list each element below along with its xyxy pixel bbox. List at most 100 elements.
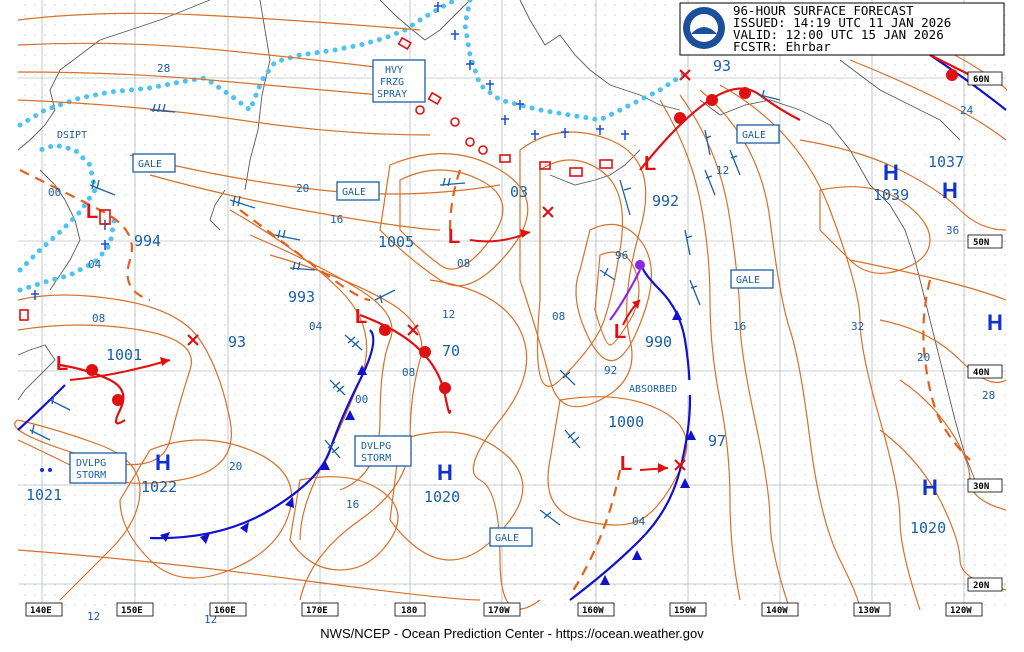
dissipating-label: DSIPT (57, 130, 87, 141)
svg-text:150W: 150W (674, 606, 696, 616)
low-pressure-value: 990 (645, 333, 672, 351)
low-pressure-value: 1000 (608, 413, 644, 431)
high-marker-dot (40, 468, 44, 472)
svg-text:GALE: GALE (742, 130, 766, 141)
low-pressure-value: 993 (288, 288, 315, 306)
high-marker-dot (48, 468, 52, 472)
svg-text:32: 32 (851, 320, 864, 333)
svg-text:HVY: HVY (385, 65, 403, 76)
latitude-labels: 60N 50N 40N 30N 20N (967, 71, 1003, 592)
header-forecaster: FCSTR: Ehrbar (733, 39, 831, 54)
svg-text:140W: 140W (766, 606, 788, 616)
svg-text:20: 20 (229, 460, 242, 473)
svg-text:DVLPG: DVLPG (361, 441, 391, 452)
svg-text:04: 04 (632, 515, 646, 528)
svg-text:28: 28 (982, 389, 995, 402)
svg-text:160W: 160W (582, 606, 604, 616)
svg-text:00: 00 (48, 186, 61, 199)
forecast-header: 96-HOUR SURFACE FORECAST ISSUED: 14:19 U… (679, 2, 1005, 56)
svg-text:120W: 120W (950, 606, 972, 616)
svg-text:16: 16 (733, 320, 746, 333)
wind-barbs (29, 89, 781, 526)
svg-text:08: 08 (552, 310, 565, 323)
high-pressure-value: 1020 (910, 519, 946, 537)
svg-text:28: 28 (157, 62, 170, 75)
high-symbol: H (437, 460, 453, 485)
svg-text:DVLPG: DVLPG (76, 458, 106, 469)
developing-storm-label: DVLPG STORM (69, 452, 127, 484)
svg-text:08: 08 (402, 366, 415, 379)
svg-text:40N: 40N (973, 368, 989, 378)
gale-label: GALE (132, 153, 176, 173)
high-symbol: H (883, 160, 899, 185)
svg-text:180: 180 (401, 606, 417, 616)
low-symbol: L (86, 201, 98, 223)
svg-text:170E: 170E (306, 606, 328, 616)
svg-text:16: 16 (346, 498, 359, 511)
svg-text:04: 04 (309, 320, 323, 333)
high-symbol: H (987, 310, 1003, 335)
header-issued: ISSUED: 14:19 UTC 11 JAN 2026 (733, 15, 951, 30)
svg-text:12: 12 (87, 610, 100, 623)
low-pressure-value: 1001 (106, 346, 142, 364)
svg-text:STORM: STORM (361, 453, 391, 464)
svg-text:GALE: GALE (736, 275, 760, 286)
gale-label: GALE (730, 269, 774, 289)
low-symbol: L (644, 153, 656, 175)
svg-text:24: 24 (960, 104, 974, 117)
high-symbol: H (155, 450, 171, 475)
dissipated-low-value: 93 (713, 57, 731, 75)
svg-text:GALE: GALE (138, 159, 162, 170)
dissipating-label-bg (52, 126, 100, 141)
svg-text:08: 08 (92, 312, 105, 325)
low-symbol: L (355, 306, 367, 328)
longitude-labels: 140E 150E 160E 170E 180 170W 160W 150W 1… (25, 602, 983, 617)
dissipated-low-value: 97 (708, 432, 726, 450)
low-symbol: L (614, 321, 626, 343)
svg-text:96: 96 (615, 249, 628, 262)
svg-text:16: 16 (330, 213, 343, 226)
svg-text:04: 04 (88, 258, 102, 271)
low-pressure-value: 992 (652, 192, 679, 210)
high-pressure-value: 1021 (26, 486, 62, 504)
dissipated-low-value: 03 (510, 183, 528, 201)
svg-text:30N: 30N (973, 482, 989, 492)
svg-text:20: 20 (296, 182, 309, 195)
ice-accretion-symbols (31, 2, 629, 300)
svg-text:150E: 150E (121, 606, 143, 616)
svg-text:130W: 130W (858, 606, 880, 616)
svg-text:50N: 50N (973, 238, 989, 248)
low-pressure-value: 994 (134, 232, 161, 250)
troughs (19, 169, 971, 593)
svg-text:20N: 20N (973, 581, 989, 591)
graticule (18, 0, 1006, 612)
header-title: 96-HOUR SURFACE FORECAST (733, 3, 914, 18)
low-symbol: L (620, 453, 632, 475)
svg-text:170W: 170W (488, 606, 510, 616)
svg-text:36: 36 (946, 224, 959, 237)
svg-text:08: 08 (457, 257, 470, 270)
high-symbol: H (922, 475, 938, 500)
gale-label: GALE (736, 124, 780, 144)
high-pressure-value: 1022 (141, 478, 177, 496)
svg-text:STORM: STORM (76, 470, 106, 481)
svg-text:GALE: GALE (342, 187, 366, 198)
svg-text:00: 00 (355, 393, 368, 406)
svg-text:60N: 60N (973, 75, 989, 85)
svg-text:GALE: GALE (495, 533, 519, 544)
dissipated-low-value: 70 (442, 342, 460, 360)
freezing-spray-boundary (17, 0, 693, 293)
high-pressure-value: 1039 (873, 186, 909, 204)
freezing-spray-markers (19, 36, 613, 321)
low-symbols: L L L L L L L (56, 153, 656, 475)
heavy-freezing-spray-label: HVY FRZG SPRAY (372, 59, 426, 103)
absorbed-label-bg (625, 380, 701, 395)
svg-text:SPRAY: SPRAY (377, 89, 407, 100)
svg-text:140E: 140E (30, 606, 52, 616)
absorbed-label: ABSORBED (629, 384, 677, 395)
svg-text:160E: 160E (214, 606, 236, 616)
low-symbol: L (56, 353, 68, 375)
dissipated-low-value: 93 (228, 333, 246, 351)
svg-text:20: 20 (917, 351, 930, 364)
